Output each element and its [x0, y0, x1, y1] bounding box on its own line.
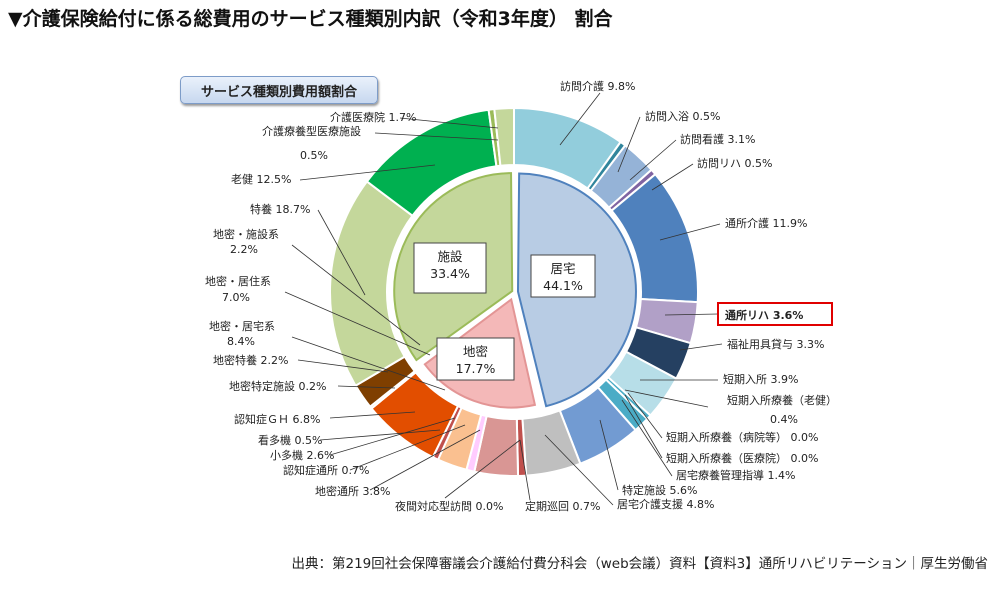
- leader-line-11: [621, 399, 673, 477]
- inner-label-name: 居宅: [550, 261, 575, 276]
- leader-line-13: [544, 434, 614, 506]
- breakdown-label-1: 地密・居住系: [205, 274, 271, 288]
- slice-label-19: 看多機 0.5%: [258, 433, 322, 447]
- slice-label-7: 短期入所 3.9%: [723, 372, 798, 386]
- breakdown-value-1: 7.0%: [222, 291, 250, 304]
- page-title: ▼介護保険給付に係る総費用のサービス種類別内訳（令和3年度） 割合: [8, 8, 613, 30]
- leader-line-22: [297, 359, 389, 373]
- slice-label-21: 地密特定施設 0.2%: [229, 379, 326, 393]
- slice-value-25: 0.5%: [300, 149, 328, 162]
- leader-line-16: [369, 429, 481, 491]
- slice-label-17: 認知症通所 0.7%: [283, 463, 369, 477]
- outer-slice-26: [493, 106, 515, 167]
- slice-label-11: 居宅療養管理指導 1.4%: [676, 468, 795, 482]
- inner-label-value: 33.4%: [430, 266, 470, 281]
- slice-label-2: 訪問看護 3.1%: [680, 132, 755, 146]
- slice-label-22: 地密特養 2.2%: [213, 353, 288, 367]
- breakdown-label-2: 地密・居宅系: [209, 319, 275, 333]
- leader-line-1: [617, 116, 641, 173]
- leader-line-10: [624, 394, 663, 459]
- inner-label-box-0: [530, 254, 596, 298]
- slice-label-0: 訪問介護 9.8%: [560, 79, 635, 93]
- breakdown-leader-2: [291, 336, 446, 391]
- slice-label-3: 訪問リハ 0.5%: [697, 156, 772, 170]
- slice-label-16: 地密通所 3.8%: [315, 484, 390, 498]
- leader-line-20: [329, 411, 416, 419]
- leader-line-8: [624, 389, 709, 408]
- slice-label-15: 夜間対応型訪問 0.0%: [395, 499, 503, 513]
- source-citation: 出典：第219回社会保障審議会介護給付費分科会（web会議）資料【資料3】通所リ…: [291, 556, 988, 572]
- leader-line-0: [559, 92, 601, 146]
- leader-line-21: [337, 385, 396, 389]
- slice-value-8: 0.4%: [770, 413, 798, 426]
- inner-label-value: 17.7%: [456, 361, 496, 376]
- chart-title: サービス種類別費用額割合: [180, 76, 378, 104]
- highlight-box: [717, 302, 833, 326]
- breakdown-value-2: 8.4%: [227, 335, 255, 348]
- inner-label-box-1: [436, 337, 515, 381]
- slice-label-9: 短期入所療養（病院等） 0.0%: [666, 430, 818, 444]
- leader-line-15: [444, 439, 521, 499]
- leader-line-5: [664, 313, 719, 316]
- leader-line-12: [599, 419, 619, 491]
- inner-label-value: 44.1%: [543, 278, 583, 293]
- inner-label-box-2: [413, 242, 487, 294]
- slice-label-6: 福祉用具貸与 3.3%: [727, 337, 824, 351]
- leader-line-4: [659, 223, 721, 241]
- slice-label-8: 短期入所療養（老健）: [727, 393, 837, 407]
- leader-line-14: [519, 439, 531, 501]
- leader-line-18: [329, 417, 456, 456]
- leader-line-3: [651, 163, 694, 191]
- slice-label-1: 訪問入浴 0.5%: [645, 109, 720, 123]
- slice-label-4: 通所介護 11.9%: [725, 216, 807, 230]
- breakdown-label-0: 地密・施設系: [213, 227, 279, 241]
- breakdown-leader-1: [284, 291, 431, 356]
- inner-label-name: 施設: [437, 249, 463, 264]
- leader-line-24: [299, 164, 436, 181]
- leader-line-6: [679, 343, 723, 351]
- slice-label-14: 定期巡回 0.7%: [525, 499, 600, 513]
- slice-label-13: 居宅介護支援 4.8%: [617, 497, 714, 511]
- slice-label-23: 特養 18.7%: [250, 202, 310, 216]
- breakdown-value-0: 2.2%: [230, 243, 258, 256]
- slice-label-18: 小多機 2.6%: [270, 448, 334, 462]
- leader-line-26: [399, 117, 499, 129]
- slice-label-24: 老健 12.5%: [231, 173, 291, 186]
- slice-label-10: 短期入所療養（医療院） 0.0%: [666, 451, 818, 465]
- breakdown-leader-0: [291, 244, 421, 346]
- inner-label-name: 地密: [463, 344, 488, 359]
- leader-line-2: [629, 139, 677, 181]
- slice-label-20: 認知症ＧＨ 6.8%: [234, 412, 320, 426]
- slice-label-12: 特定施設 5.6%: [622, 483, 697, 497]
- leader-line-9: [627, 392, 663, 439]
- leader-line-25: [374, 132, 499, 141]
- slice-label-25: 介護療養型医療施設: [262, 124, 361, 138]
- leader-line-23: [317, 209, 366, 296]
- slice-label-5: 通所リハ 3.6%: [725, 308, 803, 322]
- slice-label-26: 介護医療院 1.7%: [330, 110, 416, 124]
- leader-line-19: [319, 429, 441, 441]
- leader-line-17: [349, 424, 466, 471]
